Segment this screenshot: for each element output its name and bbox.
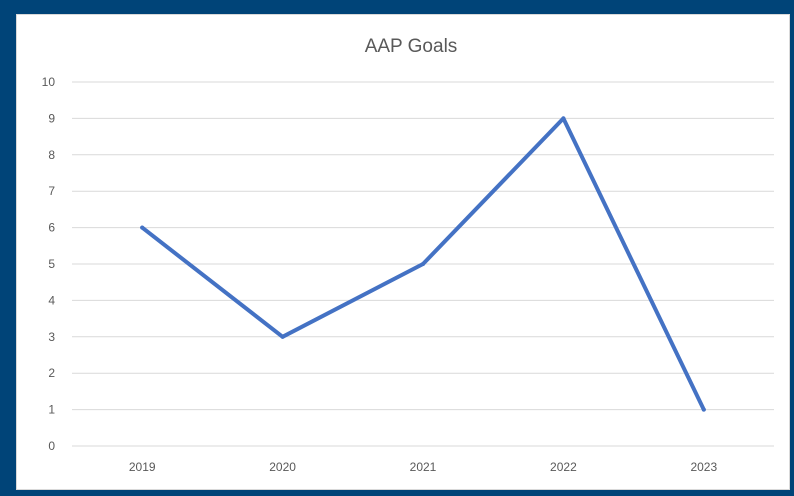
x-tick-label: 2022 [550, 460, 577, 474]
x-tick-label: 2020 [269, 460, 296, 474]
y-tick-label: 1 [48, 403, 55, 417]
y-tick-label: 0 [48, 439, 55, 453]
y-axis-tick-labels: 0 1 2 3 4 5 6 7 8 9 10 [42, 75, 56, 453]
x-tick-label: 2021 [410, 460, 437, 474]
data-point-2022 [561, 116, 565, 120]
y-tick-label: 8 [48, 148, 55, 162]
x-axis-tick-labels: 2019 2020 2021 2022 2023 [129, 460, 718, 474]
x-tick-label: 2023 [690, 460, 717, 474]
y-tick-label: 3 [48, 330, 55, 344]
data-point-2019 [140, 226, 144, 230]
data-point-2021 [421, 262, 425, 266]
y-tick-label: 10 [42, 75, 56, 89]
x-tick-label: 2019 [129, 460, 156, 474]
data-point-2020 [281, 335, 285, 339]
y-tick-label: 5 [48, 257, 55, 271]
data-point-2023 [702, 408, 706, 412]
y-tick-label: 6 [48, 221, 55, 235]
y-tick-label: 4 [48, 293, 55, 307]
y-tick-label: 9 [48, 111, 55, 125]
chart-title: AAP Goals [365, 36, 458, 57]
y-tick-label: 2 [48, 366, 55, 380]
y-tick-label: 7 [48, 184, 55, 198]
